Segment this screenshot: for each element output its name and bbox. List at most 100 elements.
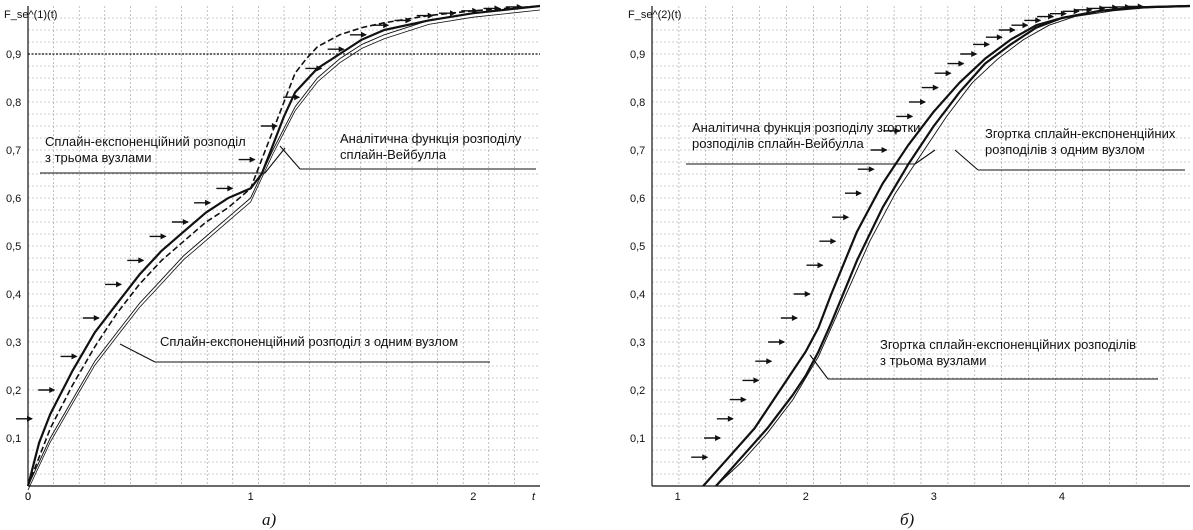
- series-line: [27, 5, 541, 487]
- step-arrowhead: [160, 233, 167, 240]
- y-tick-label: 0,1: [6, 433, 21, 445]
- step-arrowhead: [817, 262, 824, 269]
- step-arrowhead: [316, 65, 323, 72]
- y-tick-label: 0,8: [6, 97, 21, 109]
- x-tick-label: 1: [675, 491, 681, 503]
- annotation-text: Згортка сплайн-експоненційних розподілів: [880, 337, 1136, 352]
- step-arrowhead: [405, 17, 412, 24]
- step-arrowhead: [791, 315, 798, 321]
- annotation-text: Сплайн-експоненційний розподіл: [45, 134, 246, 149]
- annotation-text: Згортка сплайн-експоненційних: [985, 126, 1176, 141]
- step-arrowhead: [449, 10, 456, 17]
- step-arrowhead: [868, 166, 875, 173]
- x-tick-label: 0: [25, 491, 31, 503]
- y-tick-label: 0,5: [630, 241, 645, 253]
- y-tick-label: 0,6: [630, 193, 645, 205]
- annotation-leader: [119, 343, 156, 363]
- panel-caption: а): [262, 510, 277, 529]
- x-tick-label: 0: [25, 491, 31, 503]
- step-arrowhead: [804, 291, 811, 297]
- step-arrowhead: [294, 94, 301, 101]
- step-arrowhead: [227, 185, 234, 192]
- series-line: [715, 5, 1191, 487]
- x-tick-label: 2: [470, 491, 476, 503]
- step-arrowhead: [71, 353, 78, 360]
- annotation-text: з трьома вузлами: [45, 150, 152, 165]
- step-arrowhead: [907, 113, 914, 120]
- x-tick-label: 2: [803, 491, 809, 503]
- step-arrowhead: [1137, 3, 1144, 10]
- step-arrowhead: [472, 7, 479, 14]
- step-arrowhead: [843, 214, 850, 221]
- step-arrowhead: [1086, 6, 1093, 13]
- y-tick-label: 0,9: [630, 49, 645, 61]
- step-arrowhead: [182, 219, 189, 225]
- step-arrowhead: [779, 339, 786, 345]
- step-arrowhead: [338, 46, 345, 53]
- step-arrowhead: [945, 70, 952, 77]
- y-tick-label: 0,3: [6, 337, 21, 349]
- annotation-text: розподілів з одним вузлом: [985, 142, 1145, 157]
- step-arrowhead: [27, 415, 33, 422]
- y-tick-label: 0,4: [6, 289, 21, 301]
- step-arrowhead: [1048, 13, 1055, 20]
- step-arrowhead: [830, 238, 837, 245]
- step-arrowhead: [1099, 5, 1106, 12]
- x-tick-label: 3: [931, 491, 937, 503]
- y-tick-label: 0,3: [630, 337, 645, 349]
- step-arrowhead: [958, 60, 965, 67]
- y-axis-label: F_se^(1)(t): [4, 9, 57, 21]
- step-arrowhead: [1009, 27, 1016, 33]
- series-line: [27, 5, 541, 487]
- y-tick-label: 0,7: [6, 145, 21, 157]
- series-line: [26, 4, 541, 487]
- annotation-text: з трьома вузлами: [880, 353, 987, 368]
- x-tick-label: 1: [248, 491, 254, 503]
- annotation-leader: [264, 147, 286, 174]
- step-arrowhead: [116, 281, 123, 288]
- y-tick-label: 0,1: [630, 433, 645, 445]
- chart-panel-a: 0,10,20,30,40,50,60,70,80,90 1 20F_se^(1)(…: [4, 3, 541, 529]
- step-arrowhead: [516, 3, 523, 10]
- step-arrowhead: [996, 34, 1003, 41]
- x-tick-label: 4: [1059, 491, 1065, 503]
- step-arrowhead: [766, 358, 773, 365]
- annotation-text: сплайн-Вейбулла: [340, 147, 447, 162]
- y-tick-label: 0,2: [6, 385, 21, 397]
- y-tick-label: 0,7: [630, 145, 645, 157]
- step-arrowhead: [971, 51, 978, 57]
- step-arrowhead: [894, 127, 901, 134]
- step-arrowhead: [93, 315, 100, 321]
- x-axis-label: t: [532, 491, 536, 503]
- step-arrowhead: [920, 99, 926, 105]
- step-arrowhead: [984, 41, 991, 48]
- step-arrowhead: [855, 190, 862, 197]
- step-arrowhead: [205, 199, 212, 206]
- annotation-leader: [279, 145, 301, 170]
- step-arrowhead: [138, 257, 145, 264]
- step-arrowhead: [1073, 8, 1080, 15]
- annotation-leader: [954, 149, 979, 171]
- step-arrowhead: [740, 396, 747, 403]
- annotation-text: Аналітична функція розподілу згортки: [692, 120, 920, 135]
- y-tick-label: 0,9: [6, 49, 21, 61]
- panel-caption: б): [900, 510, 915, 529]
- step-arrowhead: [702, 454, 709, 461]
- annotation-leader: [809, 354, 829, 380]
- step-arrowhead: [932, 84, 939, 91]
- step-arrowhead: [1060, 10, 1067, 17]
- y-tick-label: 0,5: [6, 241, 21, 253]
- step-arrowhead: [1022, 22, 1029, 29]
- step-arrowhead: [715, 435, 722, 441]
- y-tick-label: 0,4: [630, 289, 645, 301]
- step-arrowhead: [427, 12, 434, 19]
- step-arrowhead: [249, 156, 256, 163]
- step-arrowhead: [1035, 17, 1042, 24]
- annotation-text: Аналітична функція розподілу: [340, 131, 522, 146]
- y-tick-label: 0,6: [6, 193, 21, 205]
- step-arrowhead: [494, 5, 501, 12]
- step-arrowhead: [49, 387, 56, 393]
- annotation-text: розподілів сплайн-Вейбулла: [692, 136, 865, 151]
- step-arrowhead: [753, 377, 760, 384]
